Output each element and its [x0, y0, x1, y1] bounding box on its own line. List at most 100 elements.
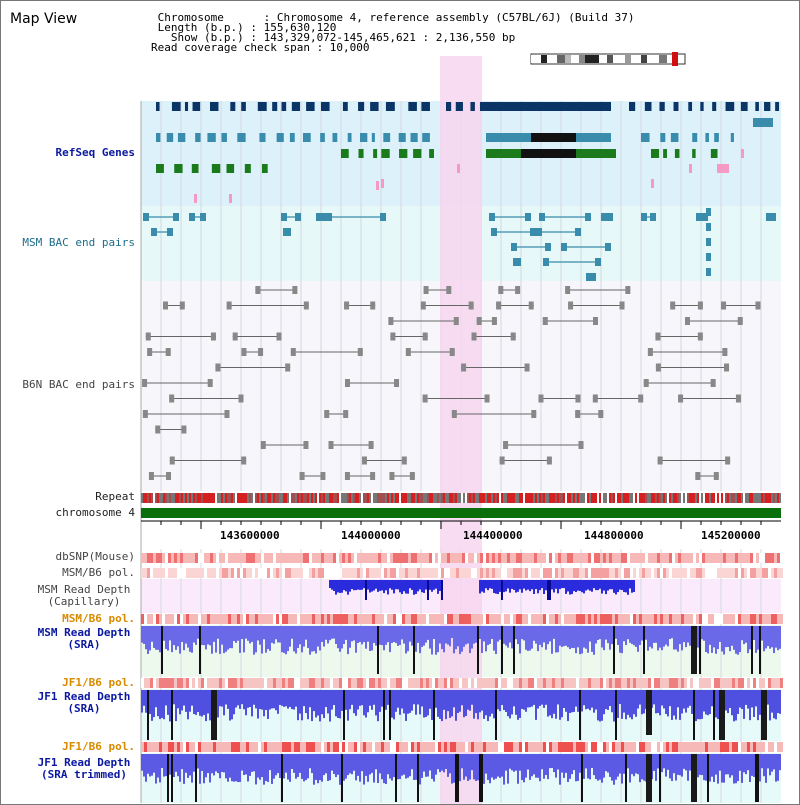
- heat-cell: [396, 742, 399, 752]
- heat-cell: [453, 553, 456, 563]
- depth-bar: [193, 754, 195, 772]
- depth-bar: [509, 626, 511, 643]
- depth-bar: [735, 626, 737, 654]
- repeat-mark: [523, 493, 525, 503]
- repeat-mark: [675, 493, 677, 503]
- heat-cell: [396, 678, 399, 688]
- heat-cell: [231, 742, 234, 752]
- b6n-bac-label[interactable]: B6N BAC end pairs: [22, 378, 135, 391]
- repeat-mark: [777, 493, 779, 503]
- depth-bar: [673, 690, 675, 716]
- depth-bar: [659, 626, 661, 648]
- msm-depth-capillary-label[interactable]: MSM Read Depth (Capillary): [37, 583, 131, 608]
- depth-bar: [177, 690, 179, 709]
- heat-cell: [702, 742, 705, 752]
- heat-cell: [225, 614, 228, 624]
- depth-bar: [743, 626, 745, 645]
- heat-cell: [240, 568, 243, 578]
- heat-cell: [522, 742, 525, 752]
- depth-bar: [611, 580, 613, 590]
- depth-bar: [233, 626, 235, 642]
- heat-cell: [489, 568, 492, 578]
- heat-cell: [525, 614, 528, 624]
- heat-cell: [342, 553, 345, 563]
- gene-block: [644, 102, 652, 111]
- msm-b6-pol2-label[interactable]: MSM/B6 pol.: [62, 612, 135, 625]
- msm-bac-label[interactable]: MSM BAC end pairs: [22, 236, 135, 249]
- heat-cell: [267, 614, 270, 624]
- repeat-mark: [223, 493, 225, 503]
- depth-bar: [161, 754, 163, 769]
- repeat-mark: [679, 493, 681, 503]
- depth-bar: [329, 580, 331, 589]
- gene-block: [156, 164, 164, 173]
- heat-cell: [750, 568, 753, 578]
- heat-cell: [729, 553, 732, 563]
- heat-cell: [684, 568, 687, 578]
- repeat-mark: [603, 493, 605, 503]
- repeat-mark: [477, 493, 479, 503]
- depth-bar: [217, 626, 219, 639]
- msm-b6-pol-label[interactable]: MSM/B6 pol.: [62, 566, 135, 579]
- depth-bar: [583, 690, 585, 706]
- depth-bar: [663, 754, 665, 769]
- repeat-mark: [369, 493, 371, 503]
- depth-bar: [539, 754, 541, 782]
- bac-end: [390, 332, 396, 341]
- heat-cell: [165, 742, 168, 752]
- heat-cell: [174, 742, 177, 752]
- msm-depth-sra-label[interactable]: MSM Read Depth (SRA): [37, 626, 131, 651]
- heat-cell: [771, 678, 774, 688]
- bac-end: [446, 286, 452, 294]
- depth-bar: [517, 580, 519, 592]
- heat-cell: [708, 568, 711, 578]
- depth-bar: [433, 690, 435, 740]
- heat-cell: [531, 742, 534, 752]
- heat-cell: [741, 614, 744, 624]
- heat-cell: [273, 553, 276, 563]
- heat-cell: [660, 614, 663, 624]
- repeat-mark: [241, 493, 243, 503]
- depth-bar: [733, 626, 735, 650]
- heat-cell: [774, 568, 777, 578]
- heat-cell: [351, 568, 354, 578]
- depth-bar: [355, 626, 357, 653]
- depth-bar: [749, 754, 751, 783]
- repeat-mark: [473, 493, 475, 503]
- depth-bar: [411, 580, 413, 590]
- depth-bar: [457, 626, 459, 647]
- depth-bar: [625, 754, 627, 802]
- jf1-depth-trimmed-label[interactable]: JF1 Read Depth (SRA trimmed): [37, 756, 131, 781]
- repeat-mark: [355, 493, 357, 503]
- heat-cell: [225, 678, 228, 688]
- depth-bar: [685, 626, 687, 648]
- jf1-b6-pol2-label[interactable]: JF1/B6 pol.: [62, 740, 135, 753]
- depth-bar: [515, 690, 517, 715]
- heat-cell: [333, 678, 336, 688]
- refseq-genes-label[interactable]: RefSeq Genes: [55, 146, 135, 159]
- repeat-mark: [239, 493, 241, 503]
- heat-cell: [774, 678, 777, 688]
- depth-bar: [155, 626, 157, 650]
- depth-bar: [235, 690, 237, 708]
- bac-end: [173, 213, 179, 221]
- heat-cell: [372, 553, 375, 563]
- depth-bar: [347, 580, 349, 595]
- depth-bar: [559, 690, 561, 720]
- page-title: Map View: [10, 11, 78, 27]
- repeat-mark: [773, 493, 775, 503]
- depth-bar: [543, 626, 545, 643]
- repeat-mark: [205, 493, 207, 503]
- depth-bar: [779, 754, 781, 771]
- depth-bar: [763, 626, 765, 652]
- jf1-depth-sra-label[interactable]: JF1 Read Depth (SRA): [37, 690, 131, 715]
- heat-cell: [678, 553, 681, 563]
- depth-bar: [407, 626, 409, 652]
- heat-cell: [321, 553, 324, 563]
- heat-cell: [693, 614, 696, 624]
- dbsnp-label[interactable]: dbSNP(Mouse): [55, 550, 135, 563]
- jf1-b6-pol-label[interactable]: JF1/B6 pol.: [62, 676, 135, 689]
- depth-bar: [287, 754, 289, 780]
- depth-bar: [693, 690, 695, 740]
- bac-end: [370, 301, 376, 310]
